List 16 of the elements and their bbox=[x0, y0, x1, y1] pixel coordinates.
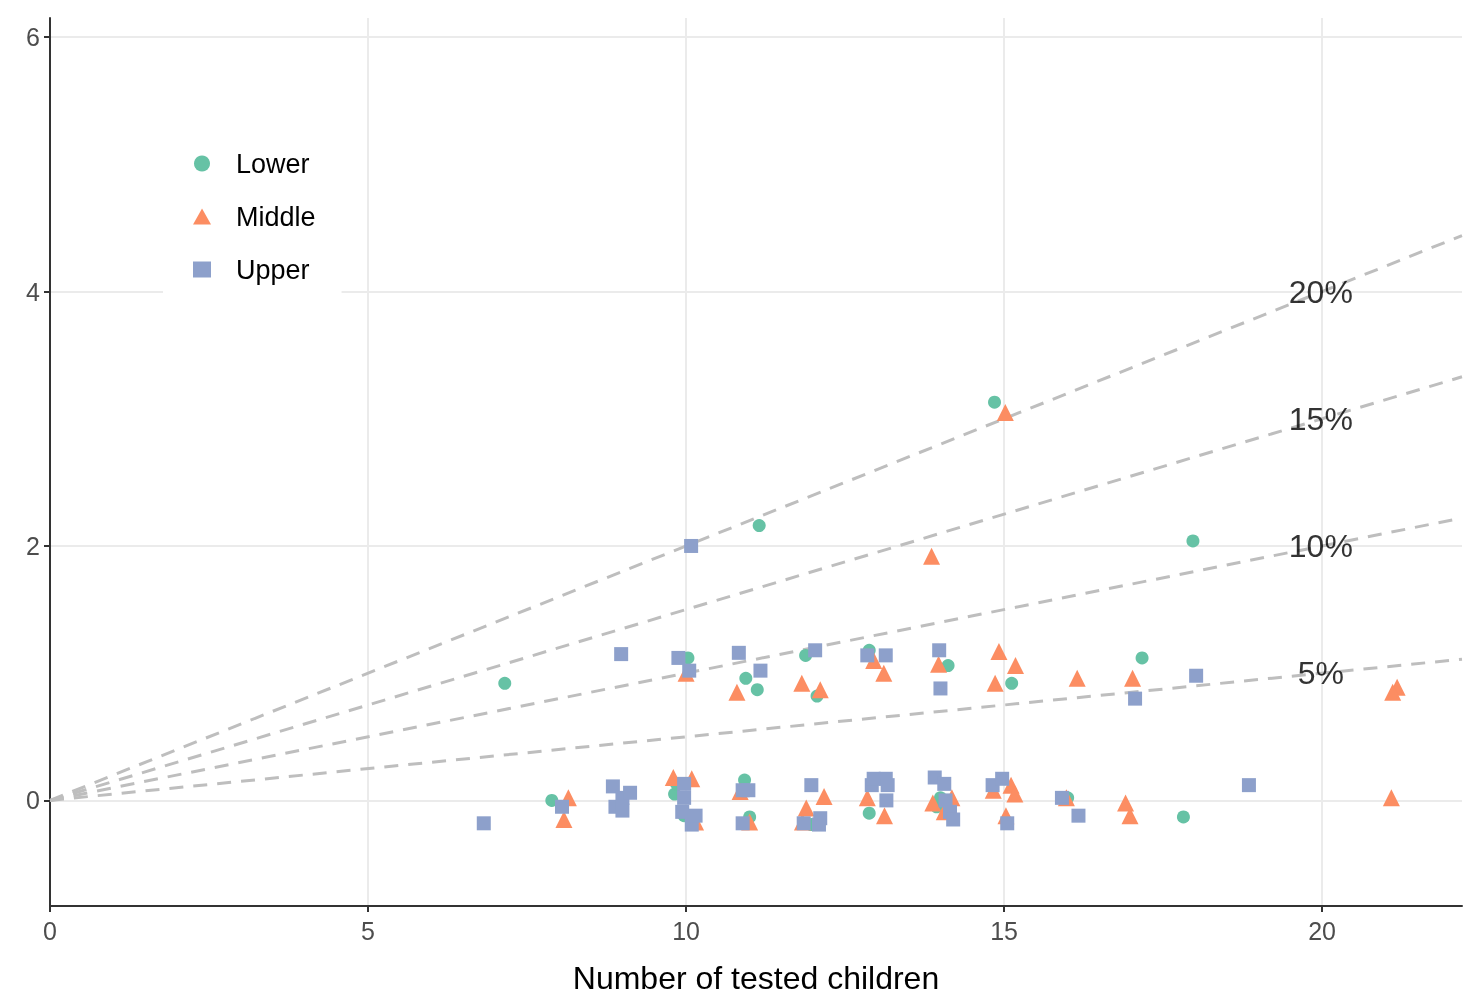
y-tick-label: 6 bbox=[26, 23, 40, 52]
x-tick-label: 10 bbox=[672, 916, 700, 945]
series-label: 20% bbox=[1288, 274, 1353, 311]
legend-label: Middle bbox=[236, 201, 316, 232]
legend-label: Lower bbox=[236, 148, 310, 179]
y-tick-label: 0 bbox=[26, 786, 40, 815]
x-tick-label: 15 bbox=[990, 916, 1018, 945]
x-axis-title: Number of tested children bbox=[572, 960, 940, 996]
x-tick-label: 20 bbox=[1308, 916, 1336, 945]
y-tick-label: 2 bbox=[26, 531, 40, 560]
series-label: 5% bbox=[1297, 655, 1344, 692]
series-label: 10% bbox=[1288, 528, 1353, 565]
series-label: 15% bbox=[1288, 401, 1353, 438]
legend-label: Upper bbox=[236, 254, 310, 285]
x-tick-label: 5 bbox=[361, 916, 375, 945]
y-tick-label: 4 bbox=[26, 277, 41, 306]
